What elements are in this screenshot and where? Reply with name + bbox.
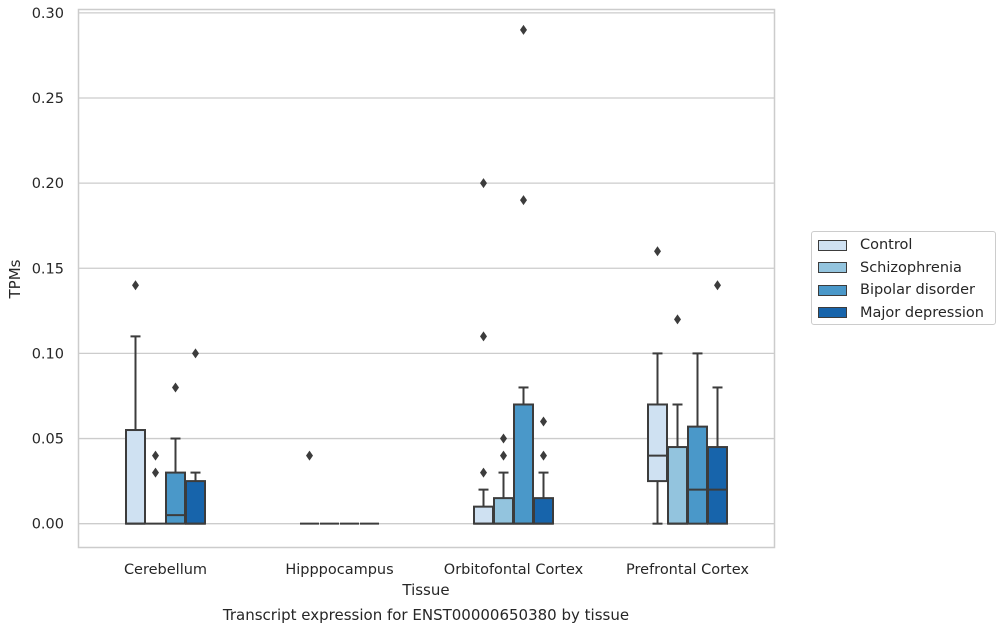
box-group [687, 352, 708, 525]
y-tick-label: 0.25 [32, 91, 64, 107]
legend-swatch [818, 307, 847, 318]
outlier-point [306, 450, 313, 461]
outlier-point [480, 178, 487, 189]
x-tick-label: Prefrontal Cortex [626, 562, 749, 578]
box-group [533, 416, 554, 525]
box [125, 429, 146, 525]
outlier-point [152, 467, 159, 478]
outlier-point [540, 416, 547, 427]
box [707, 446, 728, 525]
legend-item: Bipolar disorder [818, 281, 975, 299]
box [185, 480, 206, 525]
plot-frame [77, 8, 776, 549]
outlier-point [132, 280, 139, 291]
box-group [473, 178, 494, 525]
y-tick-label: 0.00 [32, 517, 64, 533]
outlier-point [520, 195, 527, 206]
box-group [165, 382, 186, 525]
y-tick-label: 0.10 [32, 346, 64, 362]
outlier-point [714, 280, 721, 291]
y-axis-label: TPMs [6, 259, 24, 299]
legend-item: Control [818, 236, 912, 254]
box-group [493, 433, 514, 525]
x-tick-labels: Cerebellum Hipppocampus Orbitofontal Corte… [124, 562, 749, 578]
x-tick-label: Hipppocampus [285, 562, 393, 578]
outlier-point [152, 450, 159, 461]
box-group [185, 348, 206, 525]
outlier-point [480, 467, 487, 478]
outlier-point [192, 348, 199, 359]
y-tick-label: 0.05 [32, 432, 64, 448]
box [493, 497, 514, 525]
box-group [125, 280, 146, 525]
box [533, 497, 554, 525]
y-tick-label: 0.20 [32, 176, 64, 192]
outlier-point [520, 24, 527, 35]
y-tick-labels: 0.00 0.05 0.10 0.15 0.20 0.25 0.30 [32, 6, 64, 533]
chart-caption: Transcript expression for ENST0000065038… [222, 606, 630, 624]
box-group [647, 246, 668, 525]
box-group [513, 24, 534, 525]
box [513, 403, 534, 525]
legend-swatch [818, 284, 847, 296]
box [647, 403, 668, 483]
box-group [300, 450, 319, 525]
box-group [707, 280, 728, 525]
legend-swatch [818, 262, 847, 273]
legend-label: Major depression [860, 304, 984, 321]
y-tick-label: 0.30 [32, 6, 64, 22]
box [687, 425, 708, 525]
box-group [146, 450, 165, 525]
outlier-point [500, 450, 507, 461]
legend-label: Schizophrenia [860, 259, 962, 276]
boxes [125, 24, 728, 525]
box-group [667, 314, 688, 525]
outlier-point [480, 331, 487, 342]
legend-item: Major depression [818, 304, 984, 322]
y-tick-label: 0.15 [32, 261, 64, 277]
legend: Control Schizophrenia Bipolar disorder Majo… [811, 231, 996, 325]
legend-swatch [818, 239, 847, 251]
outlier-point [172, 382, 179, 393]
outlier-point [674, 314, 681, 325]
box [473, 505, 494, 525]
legend-item: Schizophrenia [818, 259, 962, 277]
outlier-point [540, 450, 547, 461]
legend-label: Bipolar disorder [860, 282, 975, 298]
x-axis-label: Tissue [401, 581, 449, 599]
x-tick-label: Orbitofontal Cortex [444, 562, 584, 578]
legend-label: Control [860, 237, 913, 253]
x-tick-label: Cerebellum [124, 562, 207, 578]
outlier-point [654, 246, 661, 257]
outlier-point [500, 433, 507, 444]
box [667, 446, 688, 525]
